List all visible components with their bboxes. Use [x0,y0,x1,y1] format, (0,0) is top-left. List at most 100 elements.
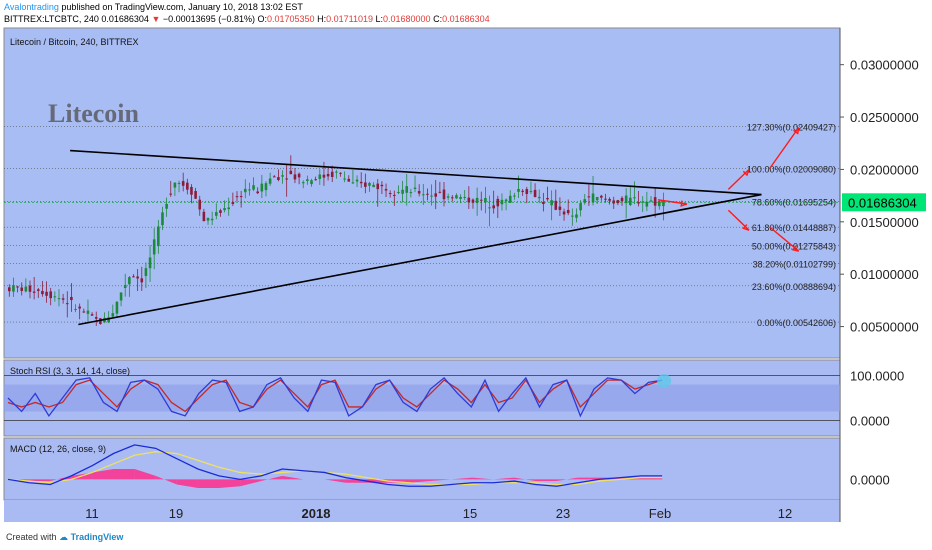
candle-body [446,196,450,198]
rsi-band [4,384,840,412]
created-with-text: Created with [6,532,57,542]
candle-body [442,189,446,200]
macd-histogram [155,475,177,485]
candle-body [351,182,355,184]
candle-body [604,198,607,200]
candle-body [161,212,164,226]
fib-label: 38.20%(0.01102799) [753,259,836,269]
candle-body [277,177,280,181]
candle-body [152,239,156,255]
candle-body [566,209,570,214]
rsi-tick-label: 100.0000 [850,369,904,384]
candle-body [571,215,574,217]
candle-body [463,196,466,198]
candle-body [94,317,98,319]
candle-body [157,226,160,247]
highlight-circle [657,374,672,389]
publish-info: Avalontrading published on TradingView.c… [4,2,303,12]
candle-body [343,178,346,180]
candle-body [268,178,272,184]
candle-body [177,182,181,184]
candle-body [219,210,222,213]
macd-histogram [282,475,304,480]
candle-body [65,303,69,305]
candle-body [165,203,168,209]
x-tick-label: 12 [778,506,792,521]
candle-body [12,285,15,292]
candle-body [335,171,338,173]
arrow-head-icon [680,200,688,207]
x-tick-label: 23 [556,506,570,521]
candle-body [235,196,239,198]
change-arrow-icon: ▼ [151,14,161,24]
chart-title: Litecoin / Bitcoin, 240, BITTREX [10,37,139,47]
candle-body [533,189,537,197]
candle-body [140,278,144,283]
candle-body [347,178,351,182]
y-tick-label: 0.03000000 [850,58,919,73]
x-tick-label: 11 [85,506,99,521]
candle-body [310,180,313,185]
candle-body [318,174,322,179]
candle-body [364,182,367,187]
candle-body [657,201,661,207]
candle-body [256,191,259,194]
candle-body [542,202,545,205]
macd-histogram [92,469,114,480]
candle-body [272,176,276,178]
candle-body [210,218,214,221]
candle-body [575,214,578,218]
main-panel-bg [3,27,841,359]
y-tick-label: 0.01000000 [850,267,919,282]
candle-body [397,192,400,194]
candle-body [645,201,649,207]
candle-body [426,193,429,195]
macd-histogram [197,479,220,488]
candle-body [529,191,533,193]
candle-body [484,197,487,203]
y-tick-label: 0.02500000 [850,110,919,125]
trendline [78,193,762,326]
tradingview-brand[interactable]: TradingView [70,532,124,542]
y-tick-label: 0.00500000 [850,320,919,335]
macd-histogram [134,469,156,480]
candle-body [36,289,40,291]
candle-body [260,183,264,192]
trendline [70,149,762,196]
candle-body [430,195,433,197]
candle-body [417,190,421,194]
candle-body [285,178,288,180]
candle-body [629,197,632,206]
candle-body [372,184,375,188]
candle-body [355,179,359,182]
candle-body [368,182,371,186]
author-link[interactable]: Avalontrading [4,2,59,12]
rsi-k-line [7,376,663,418]
fib-label: 127.30%(0.02409427) [747,123,836,133]
candle-body [422,194,425,196]
candle-body [521,190,524,192]
candle-body [215,212,218,216]
x-tick-label: 19 [169,506,183,521]
arrow-head-icon [742,224,750,231]
candle-body [413,187,417,189]
candle-body [231,202,235,204]
candle-body [562,211,566,215]
candle-body [339,172,342,174]
candle-body [8,287,11,292]
candle-body [293,174,297,180]
candle-body [467,197,471,203]
candle-body [616,200,620,204]
candle-body [123,284,127,289]
low-label: L: [375,14,383,24]
candle-body [243,188,247,193]
change-value: −0.00013695 (−0.81%) [162,14,255,24]
candle-body [455,195,458,199]
macd-histogram [50,475,72,482]
macd-histogram [577,477,599,480]
symbol: BITTREX:LTCBTC, 240 [4,14,99,24]
candle-body [330,171,334,177]
candle-body [53,296,57,298]
last-price-tag [842,193,926,212]
